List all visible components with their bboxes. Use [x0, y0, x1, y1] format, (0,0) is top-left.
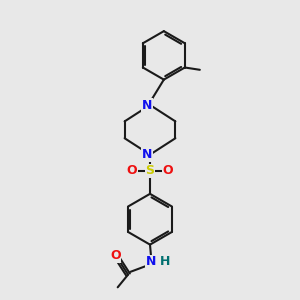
- Text: N: N: [146, 255, 156, 268]
- Text: O: O: [163, 164, 173, 177]
- Text: O: O: [110, 249, 121, 262]
- Text: S: S: [146, 164, 154, 177]
- Text: N: N: [142, 148, 152, 161]
- Text: O: O: [127, 164, 137, 177]
- Text: N: N: [142, 98, 152, 112]
- Text: H: H: [160, 255, 170, 268]
